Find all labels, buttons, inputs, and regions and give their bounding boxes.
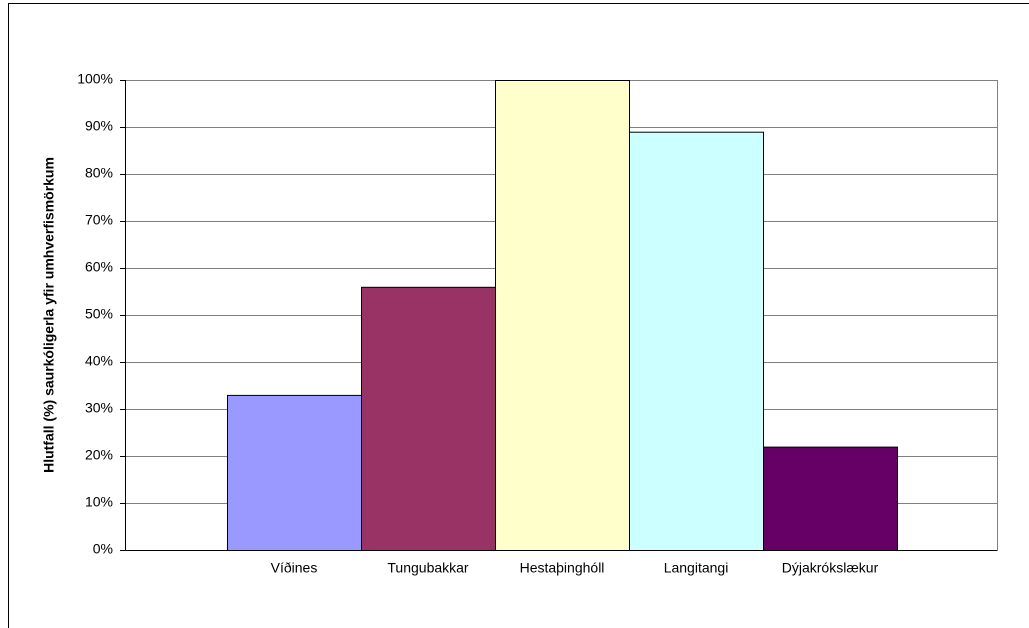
- y-tick-label: 40%: [85, 353, 113, 369]
- chart-frame: [8, 3, 1029, 628]
- y-tick-label: 80%: [85, 165, 113, 181]
- y-axis-label: Hlutfall (%) saurkóligerla yfir umhverfi…: [41, 157, 57, 473]
- y-tick-label: 20%: [85, 447, 113, 463]
- x-tick-label: Víðines: [271, 560, 318, 576]
- y-tick-label: 60%: [85, 259, 113, 275]
- x-tick-label: Langitangi: [664, 560, 729, 576]
- y-tick-label: 70%: [85, 212, 113, 228]
- y-tick-label: 0%: [93, 541, 113, 557]
- y-tick-label: 50%: [85, 306, 113, 322]
- y-tick-label: 90%: [85, 118, 113, 134]
- bar: [361, 286, 496, 551]
- x-tick-label: Dýjakrókslækur: [782, 560, 879, 576]
- bar: [495, 80, 630, 551]
- bar: [227, 394, 362, 551]
- bar: [763, 446, 898, 552]
- bar: [629, 131, 764, 551]
- y-tick-label: 30%: [85, 400, 113, 416]
- x-tick-label: Hestaþinghóll: [520, 560, 605, 576]
- y-tick-label: 10%: [85, 494, 113, 510]
- x-tick-label: Tungubakkar: [387, 560, 469, 576]
- y-tick-label: 100%: [77, 71, 113, 87]
